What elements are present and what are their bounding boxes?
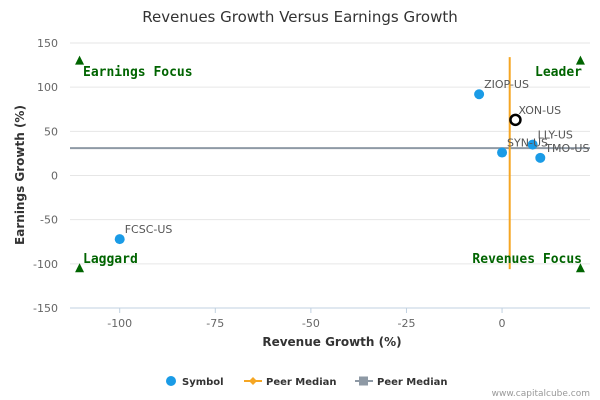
quadrant-label-bottom-right: Revenues Focus bbox=[472, 252, 582, 267]
chart-title: Revenues Growth Versus Earnings Growth bbox=[142, 8, 458, 26]
legend-item-peer-median-earnings[interactable]: Peer Median bbox=[355, 376, 448, 389]
scatter-point-label: ZIOP-US bbox=[484, 78, 529, 91]
scatter-point-label: LLY-US bbox=[538, 129, 573, 142]
scatter-point[interactable] bbox=[474, 89, 485, 100]
x-tick-label: -75 bbox=[206, 317, 224, 330]
y-tick-label: 0 bbox=[51, 170, 58, 183]
highlight-point-group: XON-US bbox=[509, 104, 561, 127]
x-axis-ticks: -100 -75 -50 -25 0 bbox=[107, 308, 506, 330]
x-tick-label: -25 bbox=[397, 317, 415, 330]
scatter-point[interactable] bbox=[535, 152, 546, 163]
legend-peer-median-label-2: Peer Median bbox=[377, 377, 448, 388]
quadrant-marker-top-left-icon bbox=[75, 55, 85, 65]
scatter-point-label: TMO-US bbox=[544, 142, 589, 155]
quadrant-marker-top-right-icon bbox=[575, 55, 585, 65]
quadrant-marker-bottom-right-icon bbox=[575, 263, 585, 273]
highlight-point[interactable] bbox=[509, 113, 522, 127]
highlight-point-label: XON-US bbox=[518, 104, 561, 117]
credit-link[interactable]: www.capitalcube.com bbox=[492, 389, 590, 399]
gridlines bbox=[70, 42, 590, 265]
legend-symbol-marker-icon bbox=[166, 376, 176, 386]
y-tick-label: 100 bbox=[37, 81, 58, 94]
legend-item-peer-median-revenue[interactable]: Peer Median bbox=[244, 377, 337, 388]
legend-peer-median-label-1: Peer Median bbox=[266, 377, 337, 388]
y-axis-ticks: 150 100 50 0 -50 -100 -150 bbox=[33, 37, 58, 315]
legend-symbol-label: Symbol bbox=[182, 377, 224, 388]
quadrant-label-bottom-left: Laggard bbox=[83, 252, 138, 267]
scatter-point[interactable] bbox=[527, 139, 538, 150]
scatter-point[interactable] bbox=[497, 147, 508, 158]
scatter-point[interactable] bbox=[114, 234, 125, 245]
legend-peer-median-diamond-icon bbox=[249, 377, 257, 385]
y-tick-label: 50 bbox=[44, 125, 58, 138]
x-tick-label: -100 bbox=[107, 317, 132, 330]
quadrant-labels: Earnings Focus Leader Laggard Revenues F… bbox=[75, 55, 585, 273]
quadrant-label-top-right: Leader bbox=[535, 65, 582, 80]
quadrant-marker-bottom-left-icon bbox=[75, 263, 85, 273]
scatter-point-label: FCSC-US bbox=[125, 223, 173, 236]
y-tick-label: -50 bbox=[40, 214, 58, 227]
y-tick-label: -150 bbox=[33, 302, 58, 315]
x-tick-label: -50 bbox=[302, 317, 320, 330]
scatter-point-label: SYN-US bbox=[507, 137, 548, 150]
y-axis-title: Earnings Growth (%) bbox=[13, 105, 27, 245]
legend: Symbol Peer Median Peer Median bbox=[166, 376, 448, 388]
x-axis-title: Revenue Growth (%) bbox=[262, 335, 401, 349]
quadrant-label-top-left: Earnings Focus bbox=[83, 65, 193, 80]
y-tick-label: -100 bbox=[33, 258, 58, 271]
y-tick-label: 150 bbox=[37, 37, 58, 50]
legend-peer-median-square-icon bbox=[359, 376, 368, 386]
x-tick-label: 0 bbox=[499, 317, 506, 330]
legend-item-symbol[interactable]: Symbol bbox=[166, 376, 224, 388]
